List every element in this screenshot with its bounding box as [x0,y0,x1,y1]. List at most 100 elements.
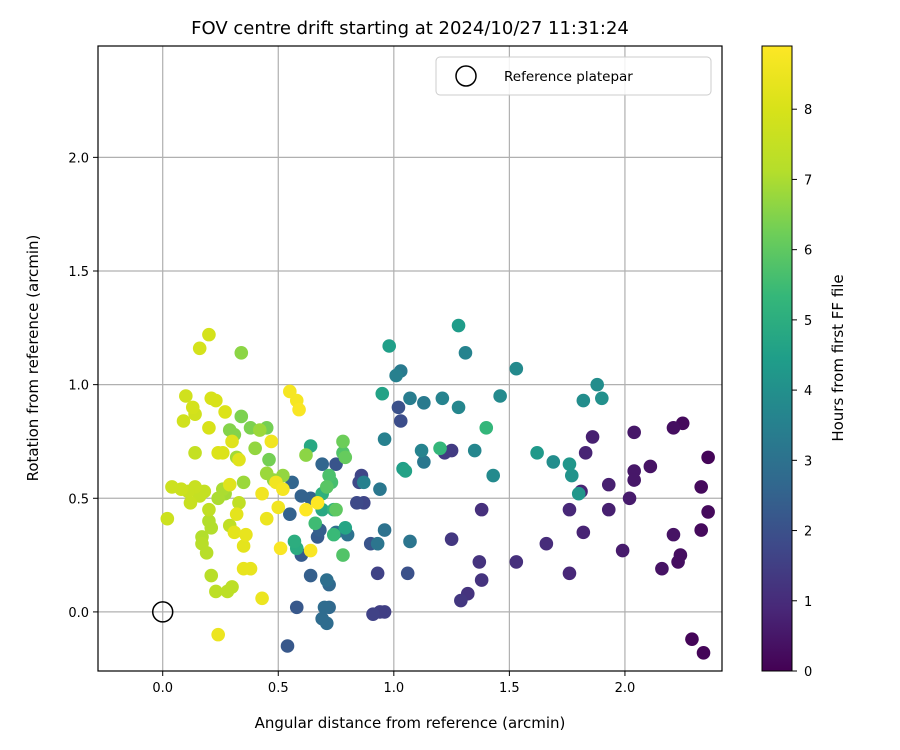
scatter-point [546,455,561,469]
scatter-point [292,402,306,417]
scatter-point [400,566,415,581]
scatter-point [209,393,223,408]
colorbar-tick-label: 2 [804,525,812,540]
scatter-point [229,507,244,521]
scatter-point [271,500,286,515]
scatter-point [216,446,230,460]
scatter-point [227,525,242,540]
scatter-point [393,414,408,428]
scatter-point [243,561,258,576]
scatter-point [239,527,253,542]
scatter-point [280,639,295,653]
scatter-point [370,566,385,581]
scatter-point [451,318,466,333]
scatter-point [202,502,216,517]
scatter-point [595,391,609,406]
scatter-point [391,400,406,415]
scatter-point [433,441,447,456]
legend-label-reference: Reference platepar [504,69,633,85]
scatter-point [454,593,468,608]
scatter-point [276,482,290,496]
scatter-point [370,536,385,551]
scatter-point [601,502,616,517]
y-tick-label: 1.0 [68,379,89,394]
scatter-point [578,446,593,460]
scatter-point [234,346,249,360]
scatter-point [350,496,364,510]
y-tick-label: 2.0 [68,151,89,166]
scatter-point [417,455,431,469]
colorbar-tick-label: 5 [804,314,812,329]
scatter-point [530,446,544,460]
scatter-point [283,507,297,521]
scatter-point [474,573,489,587]
chart-title: FOV centre drift starting at 2024/10/27 … [191,18,629,39]
scatter-point [375,386,390,401]
scatter-point [696,646,711,660]
scatter-point [576,393,591,408]
scatter-point [377,432,392,446]
y-tick-label: 0.5 [68,492,89,507]
scatter-point [338,450,353,465]
scatter-point [273,541,288,556]
y-tick-label: 1.5 [68,265,89,280]
scatter-point [234,409,249,424]
scatter-point [479,421,494,435]
legend-marker-reference [455,65,477,87]
scatter-point [320,480,334,494]
scatter-point [694,480,708,494]
scatter-point [287,534,302,549]
scatter-point [336,434,350,449]
scatter-point [398,464,413,478]
scatter-point [627,473,641,487]
scatter-point [183,496,198,510]
scatter-point [322,468,336,483]
scatter-point [264,434,279,449]
scatter-point [336,548,350,562]
scatter-point [315,457,329,471]
scatter-point [486,468,501,483]
scatter-point [576,525,591,540]
scatter-point [562,502,577,517]
colorbar-tick-label: 3 [804,454,812,469]
scatter-point [225,434,239,449]
scatter-point [671,555,685,569]
scatter-point [204,568,219,583]
legend: Reference platepar [435,56,712,96]
scatter-point [458,346,473,360]
scatter-point [211,627,225,642]
scatter-point [666,421,681,435]
scatter-point [202,327,216,342]
scatter-point [317,600,332,615]
scatter-point [564,468,579,483]
scatter-point [622,491,637,506]
scatter-point [192,341,207,356]
scatter-point [315,611,329,626]
scatter-point [262,452,276,467]
scatter-point [329,502,343,517]
scatter-point [165,480,179,494]
colorbar-gradient [761,45,793,672]
scatter-point [299,448,313,462]
scatter-point [218,405,232,419]
scatter-point [417,396,431,410]
scatter-point [326,527,341,542]
scatter-point [294,489,309,503]
scatter-point [320,573,334,587]
scatter-point [562,457,577,471]
scatter-point [299,502,313,517]
scatter-point [539,536,554,551]
scatter-point [701,505,715,519]
scatter-point [225,580,239,594]
scatter-point [199,546,214,560]
scatter-point [685,632,699,646]
scatter-point [701,450,715,465]
scatter-point [444,532,459,546]
scatter-point [509,361,524,376]
scatter-point [435,391,450,406]
scatter-point [451,400,466,415]
scatter-point [232,452,246,467]
scatter-point [202,514,216,528]
scatter-point [694,523,708,537]
